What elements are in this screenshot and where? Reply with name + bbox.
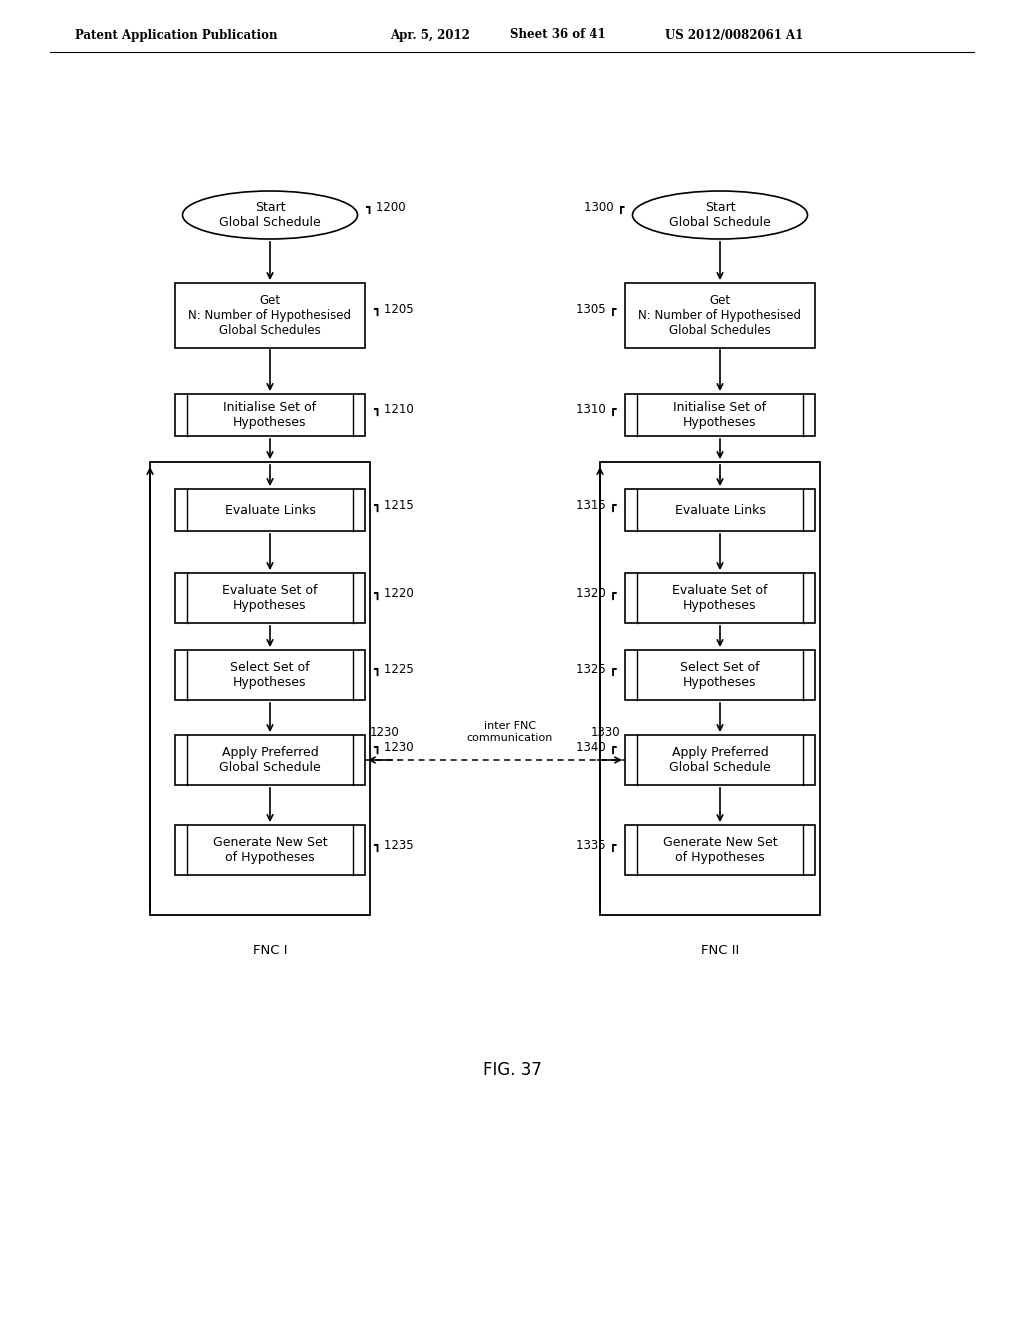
Ellipse shape [182,191,357,239]
Text: Evaluate Links: Evaluate Links [675,503,765,516]
Bar [625,393,815,436]
Text: US 2012/0082061 A1: US 2012/0082061 A1 [665,29,803,41]
Text: Initialise Set of
Hypotheses: Initialise Set of Hypotheses [223,401,316,429]
Text: FNC II: FNC II [700,944,739,957]
Text: 1325 ┏: 1325 ┏ [577,664,617,676]
Text: 1320 ┏: 1320 ┏ [577,586,617,599]
Text: 1310 ┏: 1310 ┏ [577,404,617,417]
Bar [175,735,365,785]
Bar [625,735,815,785]
Text: 1300 ┏: 1300 ┏ [585,201,625,214]
Text: Generate New Set
of Hypotheses: Generate New Set of Hypotheses [663,836,777,865]
Text: Get
N: Number of Hypothesised
Global Schedules: Get N: Number of Hypothesised Global Sch… [639,293,802,337]
Text: Patent Application Publication: Patent Application Publication [75,29,278,41]
Bar [175,825,365,875]
Text: Start
Global Schedule: Start Global Schedule [219,201,321,228]
Text: Evaluate Set of
Hypotheses: Evaluate Set of Hypotheses [222,583,317,612]
Text: ┓ 1210: ┓ 1210 [373,404,414,417]
Text: Apr. 5, 2012: Apr. 5, 2012 [390,29,470,41]
Text: Get
N: Number of Hypothesised
Global Schedules: Get N: Number of Hypothesised Global Sch… [188,293,351,337]
Text: FIG. 37: FIG. 37 [482,1061,542,1078]
Bar [175,282,365,347]
Text: ┓ 1200: ┓ 1200 [365,201,406,214]
Text: FNC I: FNC I [253,944,288,957]
Bar [625,825,815,875]
Text: 1340 ┏: 1340 ┏ [577,742,617,755]
Text: ┓ 1235: ┓ 1235 [373,838,414,851]
Text: Apply Preferred
Global Schedule: Apply Preferred Global Schedule [669,746,771,774]
Bar [625,282,815,347]
Ellipse shape [633,191,808,239]
Bar [175,488,365,531]
Bar [175,393,365,436]
Text: ┓ 1230: ┓ 1230 [373,742,414,755]
Text: Select Set of
Hypotheses: Select Set of Hypotheses [680,661,760,689]
Text: Apply Preferred
Global Schedule: Apply Preferred Global Schedule [219,746,321,774]
Bar [175,649,365,700]
Text: Initialise Set of
Hypotheses: Initialise Set of Hypotheses [674,401,767,429]
Text: ┓ 1215: ┓ 1215 [373,499,414,511]
Text: Evaluate Set of
Hypotheses: Evaluate Set of Hypotheses [672,583,768,612]
Text: Sheet 36 of 41: Sheet 36 of 41 [510,29,605,41]
Text: Generate New Set
of Hypotheses: Generate New Set of Hypotheses [213,836,328,865]
Text: 1230: 1230 [370,726,399,738]
Bar [150,462,370,915]
Text: inter FNC
communication: inter FNC communication [467,721,553,743]
Text: 1315 ┏: 1315 ┏ [577,499,617,511]
Text: Start
Global Schedule: Start Global Schedule [669,201,771,228]
Text: Select Set of
Hypotheses: Select Set of Hypotheses [230,661,310,689]
Text: 1330: 1330 [591,726,620,738]
Text: ┓ 1220: ┓ 1220 [373,586,414,599]
Bar [625,649,815,700]
Text: 1335 ┏: 1335 ┏ [577,838,617,851]
Text: ┓ 1225: ┓ 1225 [373,664,414,676]
Text: ┓ 1205: ┓ 1205 [373,304,414,317]
Bar [625,573,815,623]
Bar [600,462,820,915]
Bar [625,488,815,531]
Text: 1305 ┏: 1305 ┏ [577,304,617,317]
Bar [175,573,365,623]
Text: Evaluate Links: Evaluate Links [224,503,315,516]
